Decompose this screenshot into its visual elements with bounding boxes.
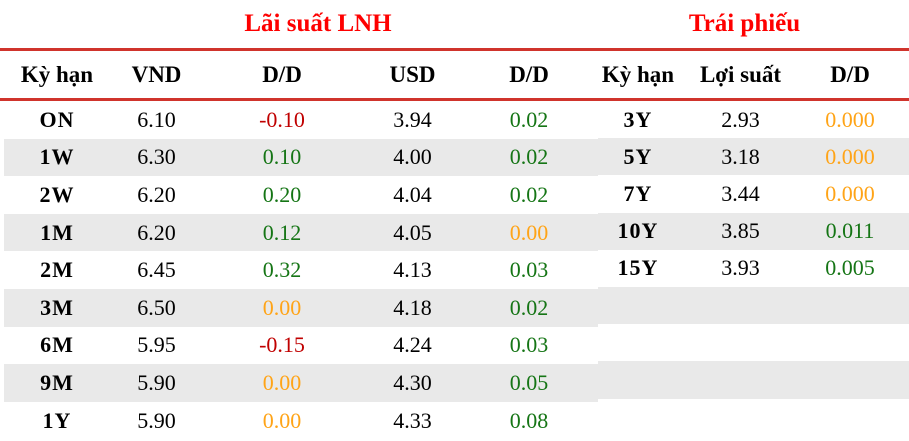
table-row-empty [598,324,909,361]
usd-dd-change: 0.08 [509,407,549,433]
table-row: 1M 6.20 0.12 4.05 0.00 [0,213,598,252]
bond-dd-change: 0.000 [825,106,875,132]
usd-rate: 3.94 [393,106,432,132]
vnd-dd-change: 0.10 [262,144,302,170]
usd-dd-change: 0.02 [509,106,549,132]
table-row-empty [598,361,909,399]
vnd-dd-change: 0.32 [262,257,302,283]
bond-yield: 3.18 [721,143,760,169]
table-row: 1Y 5.90 0.00 4.33 0.08 [0,402,598,440]
tenor-label: 2M [40,257,74,283]
vnd-dd-change: 0.00 [262,407,302,433]
tenor-label: 1Y [42,407,72,433]
usd-rate: 4.33 [393,407,432,433]
usd-dd-change: 0.00 [509,219,549,245]
vnd-dd-change: 0.20 [262,181,302,207]
vnd-dd-change: 0.00 [262,294,302,320]
vnd-dd-change: 0.12 [262,219,302,245]
table-row: 2M 6.45 0.32 4.13 0.03 [0,251,598,289]
tenor-label: 9M [40,369,74,395]
bond-headers: Kỳ hạn Lợi suất D/D [598,51,909,98]
bond-dd-change: 0.011 [825,218,875,244]
usd-dd-change: 0.03 [509,332,549,358]
interbank-rates-pane: ON 6.10 -0.10 3.94 0.02 1W 6.30 0.10 4.0… [0,101,598,439]
header-usd: USD [389,61,436,87]
header-vnd: VND [131,61,182,87]
table-row: 1W 6.30 0.10 4.00 0.02 [0,138,598,177]
usd-rate: 4.04 [393,181,432,207]
usd-dd-change: 0.03 [509,257,549,283]
header-bond-dd: D/D [830,61,870,87]
vnd-dd-change: 0.00 [262,369,302,395]
bond-tenor-label: 15Y [617,255,659,281]
section-titles: Lãi suất LNH Trái phiếu [0,0,909,48]
header-bond-yield: Lợi suất [699,61,782,87]
bond-yield: 3.93 [721,255,760,281]
bond-tenor-label: 7Y [623,180,653,206]
usd-rate: 4.30 [393,369,432,395]
header-bond-tenor: Kỳ hạn [601,61,675,87]
table-row: 2W 6.20 0.20 4.04 0.02 [0,176,598,214]
bond-tenor-label: 10Y [617,218,659,244]
vnd-rate: 6.20 [137,181,176,207]
vnd-rate: 6.50 [137,294,176,320]
usd-dd-change: 0.05 [509,369,549,395]
usd-rate: 4.00 [393,144,432,170]
table-row: 6M 5.95 -0.15 4.24 0.03 [0,327,598,365]
table-row-empty [598,399,909,436]
vnd-dd-change: -0.15 [259,332,305,358]
tenor-label: 1W [39,144,75,170]
table-row: 9M 5.90 0.00 4.30 0.05 [0,364,598,402]
bond-dd-change: 0.000 [825,180,875,206]
usd-dd-change: 0.02 [509,181,549,207]
usd-rate: 4.18 [393,294,432,320]
bond-tenor-label: 5Y [623,143,653,169]
table-row: 15Y 3.93 0.005 [598,250,909,287]
vnd-rate: 6.20 [137,219,176,245]
bond-yields-pane: 3Y 2.93 0.000 5Y 3.18 0.000 7Y 3.44 0.00… [598,101,909,436]
table-row: ON 6.10 -0.10 3.94 0.02 [0,101,598,139]
bond-dd-change: 0.000 [825,143,875,169]
table-row: 10Y 3.85 0.011 [598,212,909,250]
usd-rate: 4.05 [393,219,432,245]
table-row: 3M 6.50 0.00 4.18 0.02 [0,288,598,327]
header-rule [0,98,909,101]
usd-dd-change: 0.02 [509,144,549,170]
bond-yield: 2.93 [721,106,760,132]
header-usd-dd: D/D [509,61,549,87]
vnd-rate: 5.95 [137,332,176,358]
interbank-headers: Kỳ hạn VND D/D USD D/D [0,51,598,98]
tenor-label: 1M [40,219,74,245]
top-rule [0,48,909,51]
table-row: 5Y 3.18 0.000 [598,138,909,176]
table-row: 3Y 2.93 0.000 [598,101,909,138]
bond-tenor-label: 3Y [623,106,653,132]
table-body: ON 6.10 -0.10 3.94 0.02 1W 6.30 0.10 4.0… [0,101,909,439]
column-headers: Kỳ hạn VND D/D USD D/D Kỳ hạn Lợi suất D… [0,51,909,98]
usd-dd-change: 0.02 [509,294,549,320]
usd-rate: 4.13 [393,257,432,283]
vnd-rate: 5.90 [137,407,176,433]
tenor-label: ON [39,106,75,132]
bonds-title: Trái phiếu [688,10,801,37]
bond-yield: 3.44 [721,180,760,206]
vnd-rate: 5.90 [137,369,176,395]
bond-yield: 3.85 [721,218,760,244]
bond-dd-change: 0.005 [825,255,875,281]
header-tenor: Kỳ hạn [20,61,94,87]
header-vnd-dd: D/D [262,61,302,87]
table-row-empty [598,286,909,325]
table-row: 7Y 3.44 0.000 [598,175,909,212]
interbank-rates-title: Lãi suất LNH [244,10,392,37]
vnd-rate: 6.10 [137,106,176,132]
tenor-label: 2W [39,181,75,207]
vnd-rate: 6.45 [137,257,176,283]
tenor-label: 3M [40,294,74,320]
vnd-dd-change: -0.10 [259,106,305,132]
usd-rate: 4.24 [393,332,432,358]
vnd-rate: 6.30 [137,144,176,170]
tenor-label: 6M [40,332,74,358]
